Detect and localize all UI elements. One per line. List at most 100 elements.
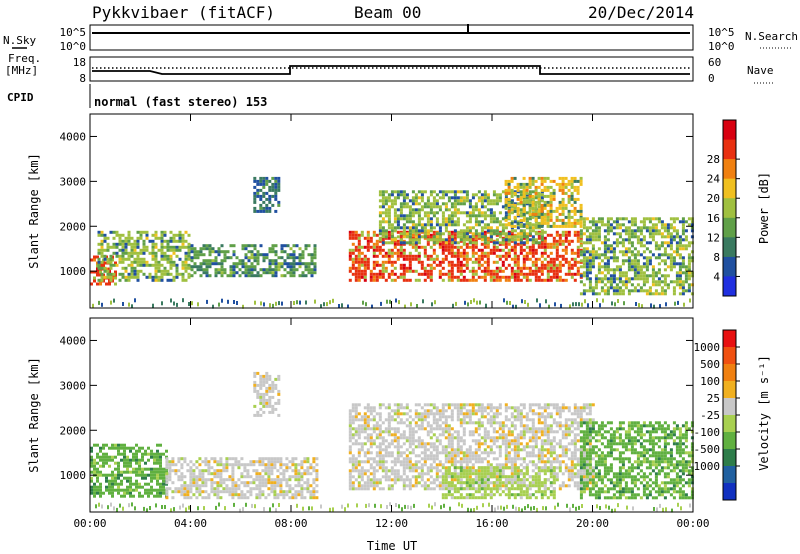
velocity-cell-r0: [129, 494, 132, 498]
power-cell-r2: [274, 176, 278, 180]
power-cell-r1: [148, 239, 152, 243]
velocity-cell-r3: [369, 433, 373, 437]
power-cell-r5: [480, 202, 484, 206]
velocity-cell-r3: [390, 439, 394, 443]
power-cell-r5: [393, 220, 397, 224]
power-cell-r7: [585, 256, 589, 260]
power-cell-r5: [411, 190, 415, 194]
velocity-cell-r2: [268, 404, 272, 408]
velocity-cell-r1: [201, 481, 205, 485]
power-cell-r5: [471, 214, 475, 218]
power-cell-r7: [579, 292, 583, 296]
power-cell-r4: [540, 272, 544, 276]
power-cell-r4: [576, 269, 580, 273]
velocity-cell-r1: [297, 478, 301, 482]
power-cell-r6: [552, 224, 556, 228]
power-cell-r4: [486, 269, 490, 273]
power-cell-r7: [588, 280, 592, 284]
power-cell-r4: [411, 233, 415, 237]
power-cell-r7: [672, 217, 676, 221]
power-cell-r1: [130, 236, 134, 240]
power-cell-r3: [256, 259, 260, 263]
power-cell-r4: [561, 263, 565, 267]
velocity-cell-r1: [225, 457, 229, 461]
power-cell-r6: [504, 182, 508, 186]
velocity-cell-r1: [186, 487, 190, 491]
velocity-cell-r3: [408, 439, 412, 443]
power-cell-r1: [133, 269, 137, 273]
power-cell-r7: [630, 241, 634, 245]
power-cell-r4: [528, 257, 532, 261]
power-cell-r7: [627, 232, 631, 236]
power-cell-ground: [452, 303, 454, 308]
velocity-cell-r3: [351, 481, 355, 485]
velocity-cell-r2: [265, 401, 269, 405]
velocity-cell-r3: [396, 460, 400, 464]
velocity-cell-r1: [177, 490, 181, 494]
power-cell-r1: [169, 272, 173, 276]
velocity-cell-r1: [207, 460, 211, 464]
velocity-cell-r3: [492, 427, 496, 431]
velocity-cell-r3: [348, 415, 352, 419]
power-cell-r4: [483, 266, 487, 270]
power-cell-r4: [471, 269, 475, 273]
power-cell-r3: [292, 274, 296, 278]
power-cell-r7: [591, 256, 595, 260]
power-cell-r7: [624, 274, 628, 278]
velocity-cell-r1: [294, 463, 298, 467]
power-cell-r7: [627, 256, 631, 260]
velocity-cell-r1: [171, 496, 175, 500]
power-cell-r1: [163, 254, 167, 258]
power-cell-r5: [399, 226, 403, 230]
power-cell-r3: [244, 274, 248, 278]
velocity-cell-r1: [264, 481, 268, 485]
power-cell-r5: [399, 193, 403, 197]
velocity-cell-r1: [315, 484, 319, 488]
power-cell-r5: [426, 202, 430, 206]
power-cell-r3: [250, 256, 254, 260]
power-cell-r7: [630, 232, 634, 236]
velocity-cell-r1: [282, 490, 286, 494]
velocity-cell-r3: [465, 457, 469, 461]
power-cell-r5: [390, 193, 394, 197]
power-cell-ground: [341, 303, 343, 308]
velocity-cell-r3: [495, 436, 499, 440]
power-cell-r4: [387, 230, 391, 234]
velocity-cell-r2: [271, 410, 275, 414]
power-cell-r7: [654, 244, 658, 248]
velocity-cell-r3: [429, 481, 433, 485]
power-cell-r1: [142, 239, 146, 243]
power-cell-r7: [675, 235, 679, 239]
power-cell-r5: [465, 214, 469, 218]
velocity-cell-r0: [129, 479, 132, 483]
velocity-cell-r1: [195, 475, 199, 479]
velocity-cell-r3: [441, 472, 445, 476]
velocity-cell-r3: [381, 469, 385, 473]
power-cell-r3: [277, 268, 281, 272]
velocity-cell-r1: [300, 496, 304, 500]
power-cell-r1: [160, 230, 164, 234]
velocity-cell-r1: [219, 472, 223, 476]
power-cell-r1: [133, 248, 137, 252]
power-cell-r5: [453, 190, 457, 194]
power-cell-r7: [597, 280, 601, 284]
power-cell-r5: [387, 211, 391, 215]
power-cell-r5: [528, 226, 532, 230]
power-cell-r5: [453, 211, 457, 215]
power-cell-r4: [462, 278, 466, 282]
power-cell-r1: [145, 263, 149, 267]
velocity-cell-r3: [360, 430, 364, 434]
power-cell-r6: [576, 197, 580, 201]
velocity-cell-r3: [426, 433, 430, 437]
velocity-cell-r3: [411, 439, 415, 443]
power-cell-r4: [366, 248, 370, 252]
power-cell-r7: [579, 253, 583, 257]
power-cell-r4: [543, 248, 547, 252]
power-cell-r4: [465, 254, 469, 258]
velocity-cell-r3: [390, 484, 394, 488]
velocity-cell-r1: [264, 463, 268, 467]
power-cell-r3: [280, 265, 284, 269]
velocity-cell-r0: [150, 488, 153, 492]
power-cell-r7: [615, 241, 619, 245]
power-cell-ground: [218, 302, 220, 307]
